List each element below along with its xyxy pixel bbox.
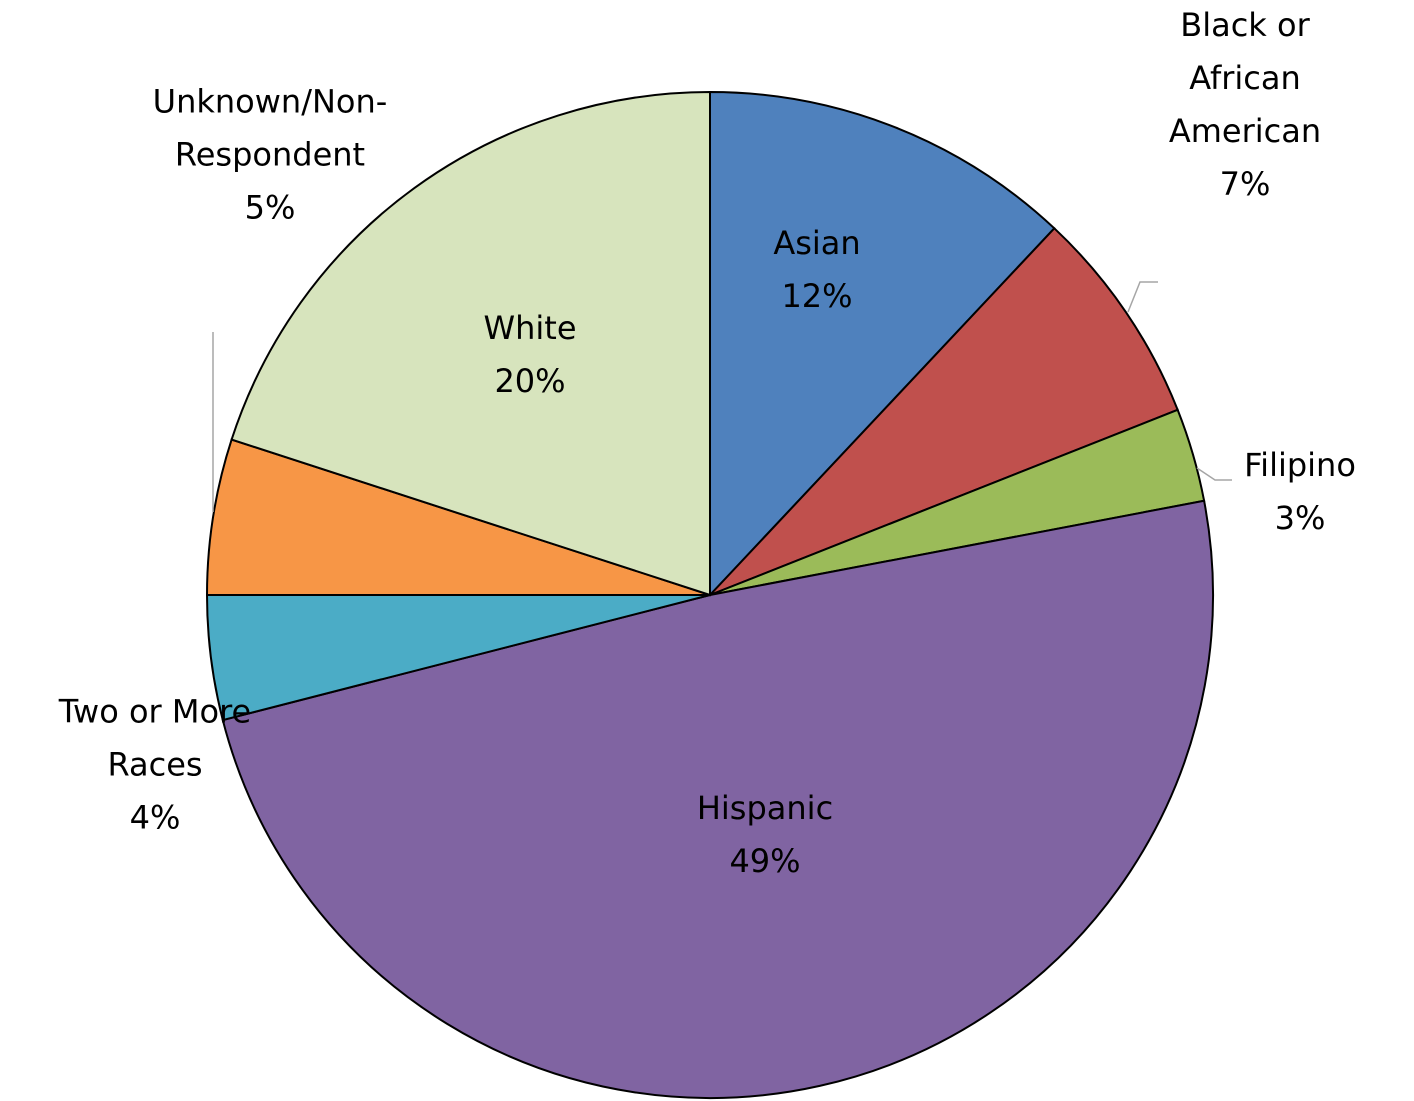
data-label: Black or African American 7%: [1145, 0, 1345, 211]
category-label: Black or African American: [1168, 6, 1322, 150]
slice: [205, 438, 711, 596]
data-label: Hispanic 49%: [665, 782, 865, 888]
category-label: Two or More Races: [58, 692, 252, 784]
pie: [205, 90, 1214, 1099]
value-label: 12%: [781, 277, 853, 315]
slice: [221, 499, 1214, 1099]
data-label: Filipino 3%: [1220, 439, 1380, 545]
category-label: White: [483, 309, 577, 347]
category-label: Unknown/Non-Respondent: [152, 82, 388, 174]
value-label: 20%: [494, 362, 566, 400]
value-label: 7%: [1219, 165, 1271, 203]
data-label: Unknown/Non-Respondent 5%: [120, 76, 420, 235]
value-label: 3%: [1274, 499, 1326, 537]
leader-line: [1196, 467, 1232, 481]
category-label: Hispanic: [696, 789, 834, 827]
category-label: Filipino: [1244, 446, 1356, 484]
slice: [230, 90, 711, 597]
data-label: Two or More Races 4%: [25, 686, 285, 845]
slice: [709, 90, 1056, 598]
category-label: Asian: [773, 224, 861, 262]
slice: [709, 226, 1179, 596]
value-label: 49%: [729, 842, 801, 880]
leader-line: [1127, 281, 1158, 313]
value-label: 4%: [129, 798, 181, 837]
data-label: White 20%: [450, 302, 610, 408]
value-label: 5%: [244, 188, 296, 227]
data-label: Asian 12%: [747, 217, 887, 323]
